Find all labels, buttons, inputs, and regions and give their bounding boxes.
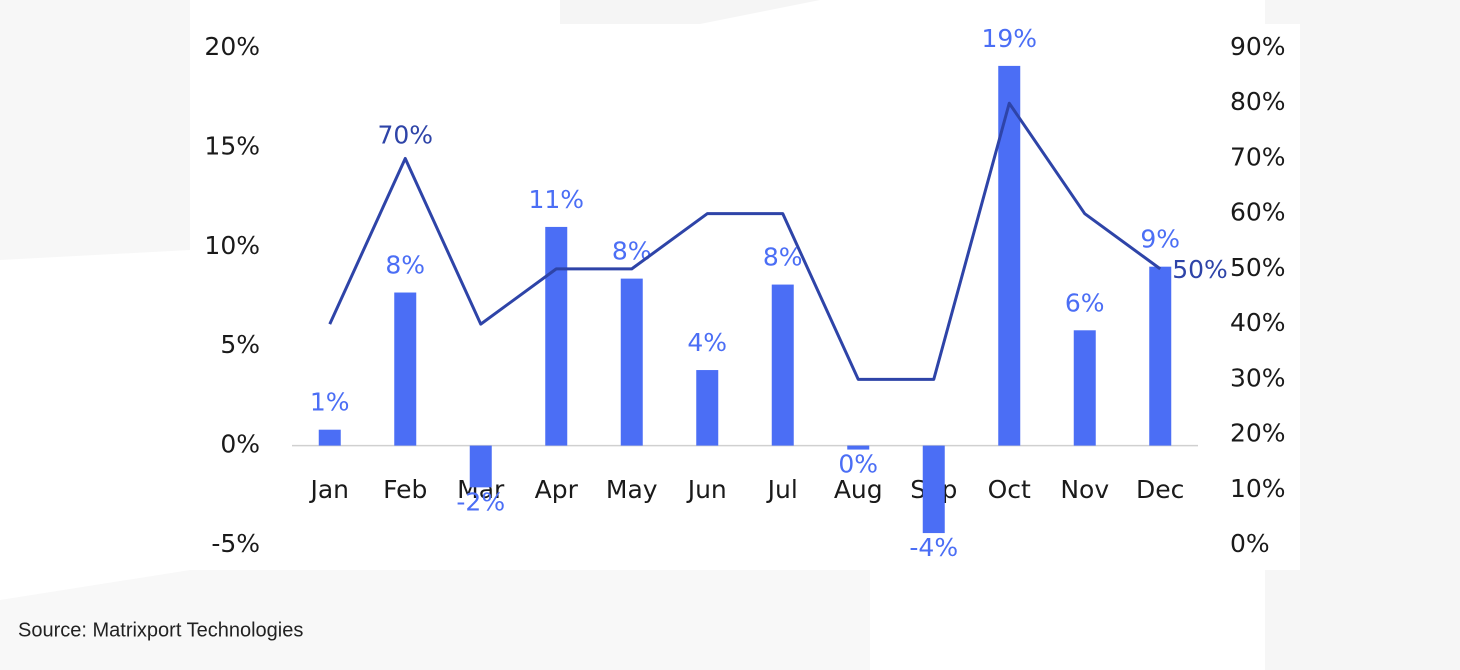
y-tick-label: 20% [204,32,260,61]
bar [469,445,492,488]
y2-tick-label: 20% [1230,419,1286,448]
bar [1073,330,1096,446]
y-tick-label: 10% [204,231,260,260]
bar [394,292,417,446]
data-label: 50% [1172,255,1228,284]
bar [847,445,870,450]
data-label: 19% [981,24,1037,53]
background-shape [560,0,820,24]
data-label: 0% [838,450,878,479]
bar [998,65,1021,446]
y2-tick-label: 30% [1230,363,1286,392]
y2-tick-label: 10% [1230,474,1286,503]
bar [318,429,341,446]
y2-tick-label: 40% [1230,308,1286,337]
y2-tick-label: 90% [1230,32,1286,61]
x-tick-label: Apr [535,475,579,504]
y2-tick-label: 0% [1230,529,1270,558]
data-label: 9% [1140,225,1180,254]
x-tick-label: Oct [988,475,1031,504]
bar [922,445,945,534]
x-tick-label: Dec [1136,475,1184,504]
data-label: -2% [456,487,505,516]
x-tick-label: Jun [686,475,727,504]
bar [696,370,719,446]
x-tick-label: Feb [383,475,427,504]
y2-tick-label: 80% [1230,87,1286,116]
y2-tick-label: 50% [1230,253,1286,282]
y-tick-label: 0% [220,430,260,459]
data-label: 1% [310,388,350,417]
source-note: Source: Matrixport Technologies [18,619,303,641]
y-tick-label: 15% [204,131,260,160]
data-label: 6% [1065,288,1105,317]
background-shape [0,570,870,670]
data-label: 8% [612,237,652,266]
bar [620,278,643,446]
data-label: 70% [377,120,433,149]
y-tick-label: -5% [211,529,260,558]
x-tick-label: Jul [766,475,798,504]
y-tick-label: 5% [220,330,260,359]
data-label: -4% [909,533,958,562]
plot-background [192,24,1300,570]
bar [1149,266,1172,446]
x-tick-label: May [606,475,658,504]
data-label: 11% [528,185,584,214]
x-tick-label: Aug [834,475,883,504]
bar [771,284,794,446]
y2-tick-label: 70% [1230,142,1286,171]
line [328,101,1162,381]
x-tick-label: Jan [308,475,349,504]
y2-tick-label: 60% [1230,198,1286,227]
bar [545,226,568,446]
data-label: 4% [687,328,727,357]
data-label: 8% [763,243,803,272]
data-label: 8% [385,251,425,280]
x-tick-label: Nov [1060,475,1109,504]
background-shape [0,0,190,260]
